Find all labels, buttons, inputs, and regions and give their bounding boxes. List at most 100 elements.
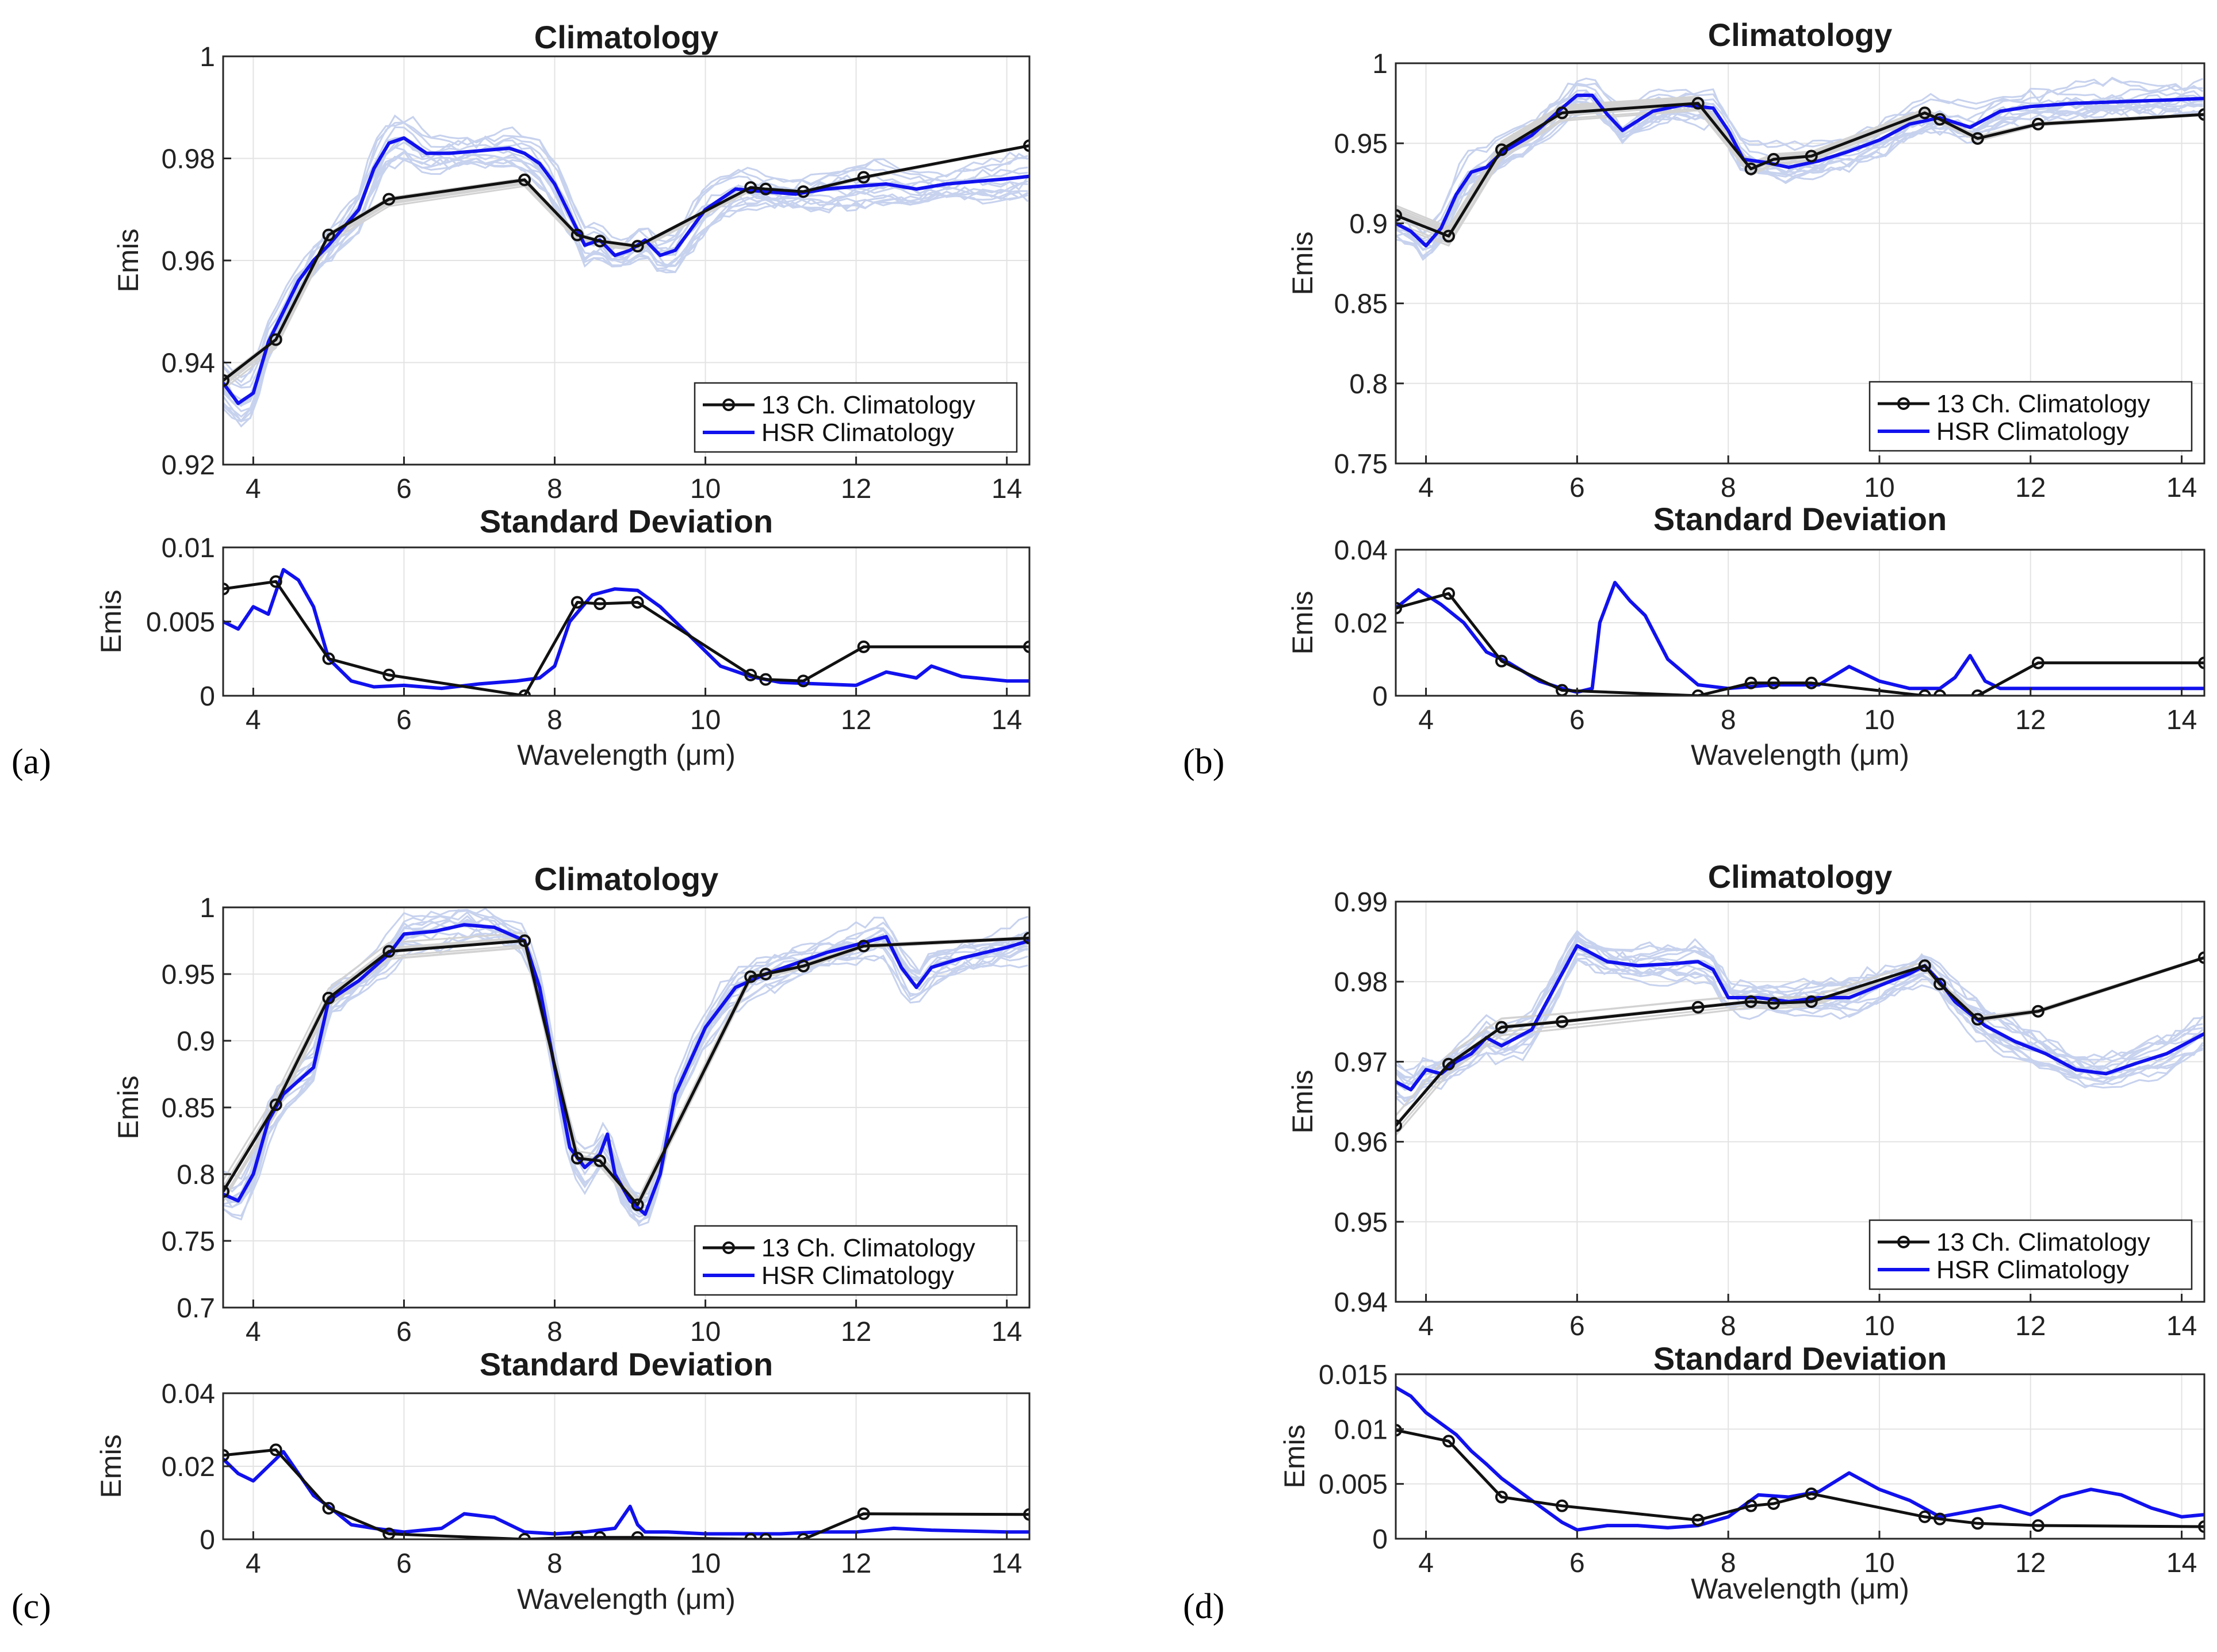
ensemble-line-hsr bbox=[223, 928, 1028, 1221]
y-tick-label: 0.99 bbox=[1334, 887, 1388, 918]
panel-letter: (d) bbox=[1183, 1587, 1224, 1626]
panel-c: (c) 4 6 8 10 12 14 0.7 0.75 0.8 0.85 0.9 0.95 1 13 Ch… bbox=[12, 861, 1031, 1626]
x-tick-label: 6 bbox=[1569, 1548, 1585, 1578]
panel-b: (b) 4 6 8 10 12 14 0.75 0.8 0.85 0.9 0.95 1 13 Ch. C… bbox=[1183, 17, 2205, 781]
hsr-climatology-line bbox=[1396, 944, 2204, 1092]
axes-frame bbox=[1395, 1373, 2205, 1540]
y-tick-label: 0.98 bbox=[1334, 967, 1388, 998]
x-tick-label: 8 bbox=[547, 705, 562, 735]
data-point bbox=[2198, 108, 2204, 121]
hsr-climatology-line bbox=[1396, 581, 2204, 694]
data-point bbox=[2031, 1519, 2044, 1532]
ensemble-line-hsr bbox=[223, 935, 1028, 1225]
13ch-climatology-line bbox=[1396, 102, 2204, 238]
x-tick-label: 8 bbox=[1721, 1548, 1736, 1578]
x-tick-label: 10 bbox=[1864, 705, 1894, 735]
y-tick-label: 0.02 bbox=[1334, 608, 1388, 639]
x-tick-label: 12 bbox=[2015, 1548, 2046, 1578]
panel-letter: (c) bbox=[12, 1587, 51, 1626]
legend-label-hsr: HSR Climatology bbox=[1936, 417, 2129, 446]
data-point bbox=[1918, 1510, 1931, 1523]
legend-label-13ch: 13 Ch. Climatology bbox=[761, 1234, 975, 1262]
y-tick-label: 0.85 bbox=[162, 1093, 215, 1124]
data-point bbox=[797, 1533, 810, 1539]
y-axis-label: Emis bbox=[95, 1434, 127, 1498]
data-point bbox=[1396, 209, 1402, 222]
data-point bbox=[518, 689, 531, 696]
data-point bbox=[797, 960, 810, 973]
legend-label-hsr: HSR Climatology bbox=[1936, 1256, 2129, 1284]
ensemble-line-hsr bbox=[223, 126, 1028, 389]
data-point bbox=[1933, 978, 1947, 991]
x-tick-label: 6 bbox=[1569, 473, 1585, 503]
data-point bbox=[1971, 689, 1984, 696]
data-point bbox=[631, 1531, 644, 1539]
data-point bbox=[570, 1152, 584, 1165]
legend-label-13ch: 13 Ch. Climatology bbox=[761, 391, 975, 419]
y-tick-label: 0.04 bbox=[1334, 535, 1388, 566]
data-point bbox=[744, 1533, 757, 1539]
data-point bbox=[1442, 1057, 1455, 1071]
x-tick-label: 6 bbox=[1569, 705, 1585, 735]
hsr-climatology-line bbox=[1396, 93, 2204, 248]
data-point bbox=[1805, 150, 1818, 163]
y-tick-label: 0.015 bbox=[1319, 1360, 1388, 1390]
plot-series-group bbox=[1396, 1386, 2204, 1534]
plot-series-group bbox=[223, 568, 1029, 696]
climatology-plot: 4 6 8 10 12 14 0.94 0.95 0.96 0.97 0.98 0.99 13 Ch. … bbox=[1286, 858, 2205, 1341]
legend-box bbox=[1868, 381, 2193, 452]
data-point bbox=[1744, 162, 1757, 175]
x-axis-label: Wavelength (μm) bbox=[517, 1583, 736, 1615]
data-point bbox=[1744, 676, 1757, 689]
data-point bbox=[223, 374, 229, 387]
y-tick-label: 0.9 bbox=[177, 1026, 215, 1057]
climatology-plot: 4 6 8 10 12 14 0.7 0.75 0.8 0.85 0.9 0.95 1 13 Ch. Cl… bbox=[112, 861, 1031, 1347]
axes-frame bbox=[1395, 900, 2205, 1303]
data-point bbox=[1556, 1499, 1569, 1512]
x-tick-label: 8 bbox=[547, 1548, 562, 1579]
x-tick-label: 4 bbox=[1418, 473, 1434, 503]
data-point bbox=[1023, 139, 1029, 152]
std-dev-plot: 4 6 8 10 12 14 0 0.005 0.01 0.015 Standard Deviati… bbox=[1278, 1340, 2205, 1605]
ensemble-line-hsr bbox=[1396, 959, 2204, 1102]
std-dev-plot: 4 6 8 10 12 14 0 0.02 0.04 Standard Deviation Emis… bbox=[1286, 501, 2205, 771]
climatology-plot: 4 6 8 10 12 14 0.92 0.94 0.96 0.98 1 13 Ch. Climato… bbox=[112, 19, 1031, 504]
hsr-climatology-line bbox=[1396, 1386, 2204, 1532]
x-tick-label: 14 bbox=[2166, 1311, 2197, 1341]
data-point bbox=[2031, 117, 2044, 131]
plot-series-group bbox=[1396, 76, 2204, 261]
y-tick-label: 0.005 bbox=[146, 607, 215, 638]
data-point bbox=[1023, 1508, 1029, 1521]
x-tick-label: 8 bbox=[547, 1317, 562, 1347]
data-point bbox=[1691, 689, 1705, 696]
data-point bbox=[759, 1533, 772, 1539]
y-axis-label: Emis bbox=[112, 1075, 144, 1139]
data-point bbox=[1805, 995, 1818, 1008]
y-tick-label: 0.94 bbox=[1334, 1287, 1388, 1318]
ensemble-line-hsr bbox=[1396, 932, 2203, 1072]
data-point bbox=[322, 1502, 335, 1515]
x-tick-label: 4 bbox=[1418, 1548, 1434, 1578]
data-point bbox=[1933, 113, 1947, 126]
x-tick-label: 14 bbox=[2166, 1548, 2197, 1578]
data-point bbox=[223, 1185, 229, 1198]
y-tick-label: 0.96 bbox=[1334, 1128, 1388, 1158]
data-point bbox=[382, 668, 396, 681]
x-tick-label: 8 bbox=[1721, 473, 1736, 503]
legend-marker-13ch bbox=[1897, 1236, 1910, 1248]
data-point bbox=[518, 934, 531, 947]
y-tick-label: 0 bbox=[1372, 681, 1388, 712]
x-tick-label: 14 bbox=[991, 1548, 1022, 1579]
data-point bbox=[382, 945, 396, 958]
x-tick-label: 8 bbox=[1721, 1311, 1736, 1341]
data-point bbox=[594, 597, 607, 611]
x-tick-label: 6 bbox=[396, 1317, 412, 1347]
data-point bbox=[322, 991, 335, 1005]
x-tick-label: 12 bbox=[2015, 473, 2046, 503]
plot-title: Climatology bbox=[534, 19, 718, 55]
data-point bbox=[759, 968, 772, 980]
x-tick-label: 10 bbox=[690, 705, 721, 735]
plot-series-group bbox=[1396, 581, 2204, 696]
data-point bbox=[223, 1448, 229, 1462]
